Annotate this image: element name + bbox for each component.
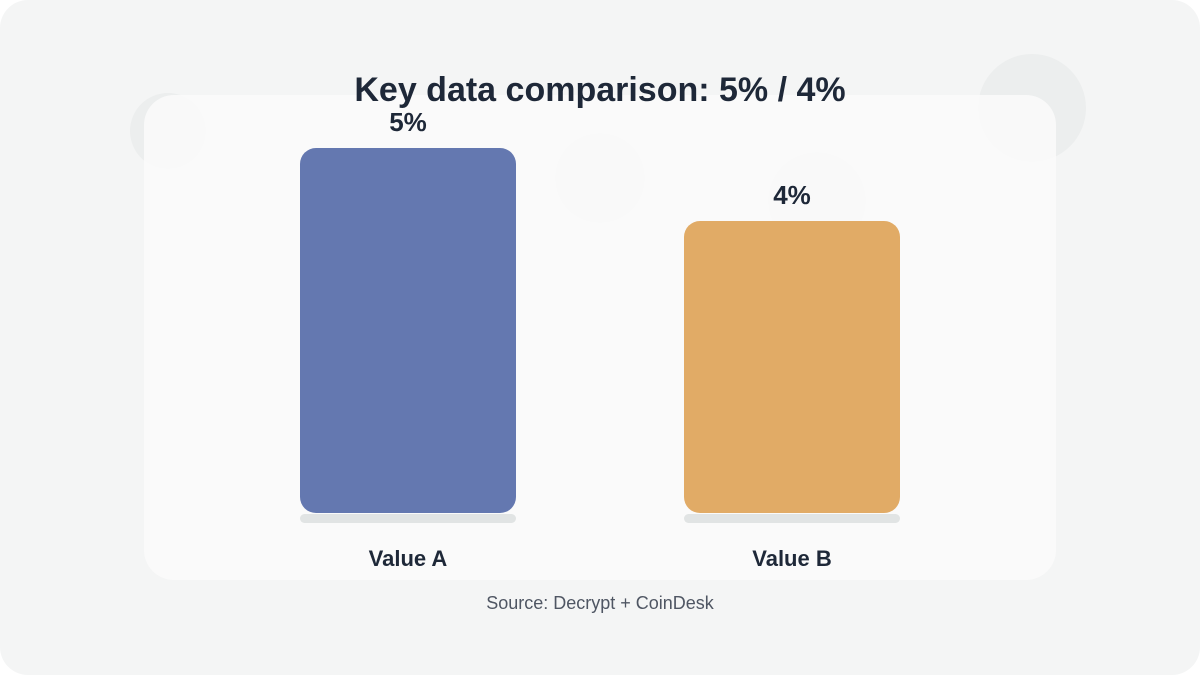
category-label: Value A [369,546,448,571]
category-label: Value B [752,546,831,571]
chart-source: Source: Decrypt + CoinDesk [486,593,714,613]
bar-value-b [684,221,900,513]
value-label: 5% [389,107,427,137]
bar-value-a [300,148,516,513]
chart-title: Key data comparison: 5% / 4% [354,71,846,109]
bar-shadow [684,514,900,523]
value-label: 4% [773,180,811,210]
chart-panel [144,95,1056,580]
bar-shadow [300,514,516,523]
